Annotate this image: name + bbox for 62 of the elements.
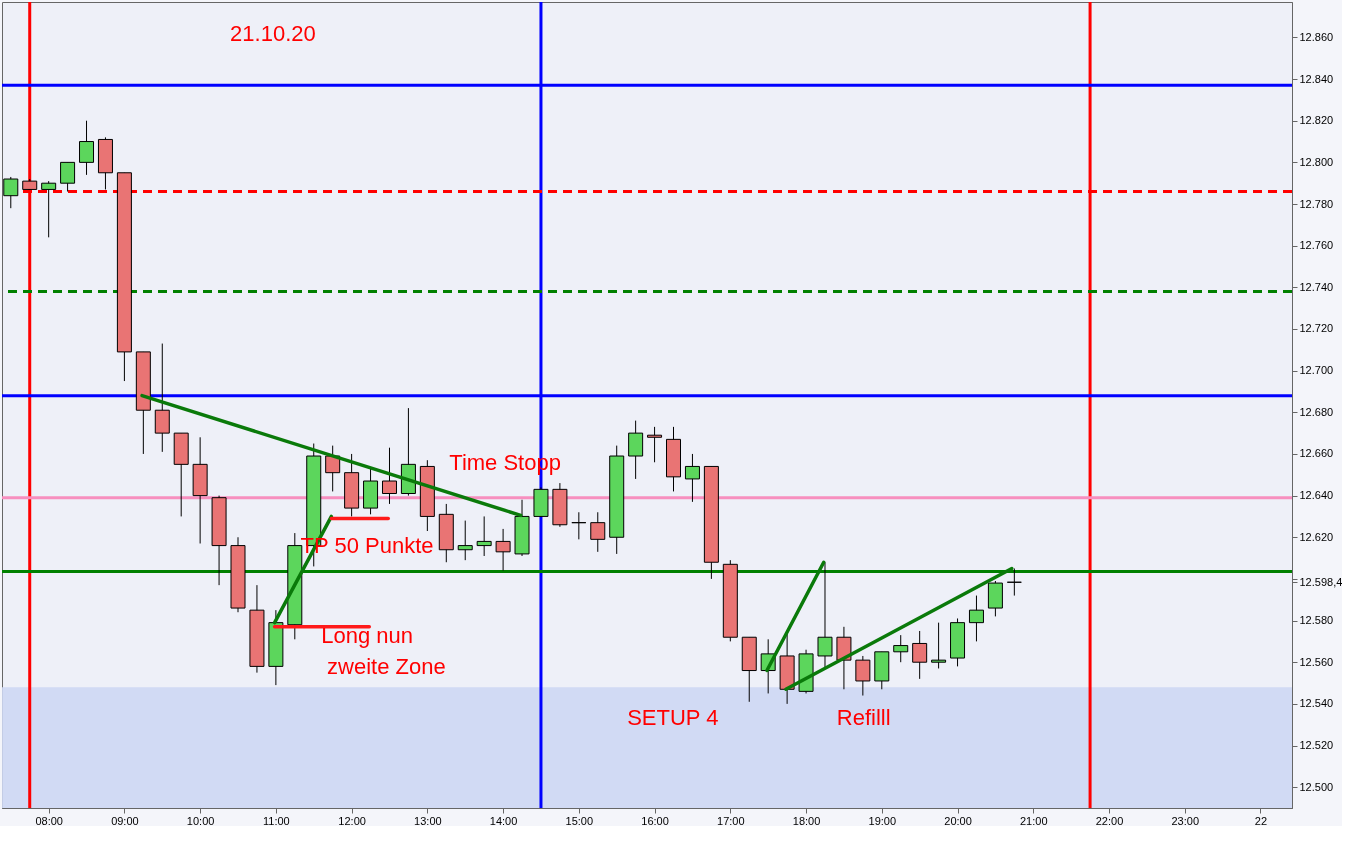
x-tick-label: 19:00 [868, 814, 897, 827]
x-tick-label: 22:00 [1095, 814, 1124, 827]
y-tick-label: 12.760 [1299, 239, 1334, 252]
candlestick [79, 120, 95, 176]
candlestick [590, 511, 606, 553]
y-tick-label: 12.740 [1299, 280, 1334, 293]
candlestick [684, 453, 700, 503]
x-tick-label: 15:00 [565, 814, 594, 827]
y-tick-label: 12.520 [1299, 739, 1334, 752]
annotation: zweite Zone [327, 653, 446, 679]
candlestick [912, 630, 928, 680]
y-tick-label: 12.640 [1299, 489, 1334, 502]
y-tick-label: 12.580 [1299, 614, 1334, 627]
x-tick-label: 11:00 [263, 814, 290, 827]
x-tick-label: 16:00 [641, 814, 669, 827]
x-tick-label: 23:00 [1171, 814, 1200, 827]
y-tick-label: 12.560 [1299, 655, 1334, 668]
x-tick-label: 12:00 [338, 814, 366, 827]
y-tick-label: 12.660 [1299, 447, 1334, 460]
y-tick-label: 12.860 [1299, 30, 1334, 43]
y-tick-label: 12.840 [1299, 72, 1334, 85]
candlestick [476, 515, 492, 557]
annotation: Refilll [836, 704, 891, 730]
candlestick [628, 420, 644, 480]
y-tick-label: 12.620 [1299, 530, 1334, 543]
x-tick-label: 20:00 [944, 814, 972, 827]
candlestick [495, 528, 511, 572]
x-tick-label: 09:00 [111, 814, 139, 827]
x-tick-label: 10:00 [186, 814, 215, 827]
annotation: Long nun [321, 623, 413, 649]
x-tick-label: 08:00 [35, 814, 63, 827]
candlestick [41, 180, 57, 238]
annotation: 21.10.20 [230, 21, 316, 47]
y-tick-label: 12.700 [1299, 364, 1334, 377]
x-tick-label: 22 [1254, 814, 1268, 827]
candlestick [571, 511, 587, 540]
y-tick-label: 12.598,4 [1299, 575, 1343, 588]
y-tick-label: 12.500 [1299, 780, 1334, 793]
y-tick-label: 12.800 [1299, 155, 1334, 168]
x-tick-label: 17:00 [717, 814, 745, 827]
candlestick [968, 595, 984, 642]
x-tick-label: 13:00 [414, 814, 442, 827]
candlestick [931, 622, 947, 669]
candlestick [60, 161, 76, 193]
candlestick [154, 343, 170, 453]
x-tick-label: 21:00 [1020, 814, 1048, 827]
candlestick [855, 655, 871, 697]
y-tick-label: 12.680 [1299, 405, 1334, 418]
candlestick [381, 447, 397, 505]
y-tick-label: 12.720 [1299, 322, 1334, 335]
x-tick-label: 14:00 [489, 814, 518, 827]
y-tick-label: 12.540 [1299, 697, 1334, 710]
candlestick [817, 561, 833, 669]
annotation: SETUP 4 [627, 704, 719, 730]
x-tick-label: 18:00 [792, 814, 821, 827]
candlestick [1006, 567, 1022, 597]
candlestick [647, 426, 663, 463]
candlestick [3, 176, 19, 209]
candlestick [893, 634, 909, 663]
y-tick-label: 12.780 [1299, 197, 1334, 210]
candlestick [457, 520, 473, 561]
y-tick-label: 12.820 [1299, 114, 1334, 127]
